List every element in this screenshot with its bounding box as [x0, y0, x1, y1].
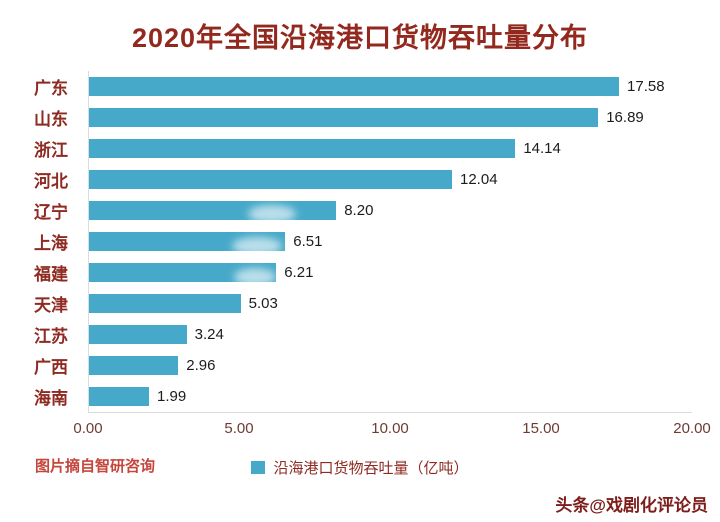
bar-row: 海南 1.99: [30, 381, 692, 412]
category-label: 海南: [34, 389, 68, 408]
chart-title: 2020年全国沿海港口货物吞吐量分布: [131, 23, 589, 53]
bar: [89, 263, 277, 282]
bar: [89, 325, 187, 344]
category-label: 山东: [34, 110, 68, 129]
value-label: 8.20: [344, 202, 374, 219]
value-label: 12.04: [460, 171, 498, 188]
category-label: 天津: [34, 296, 68, 315]
value-label: 2.96: [186, 357, 216, 374]
category-label: 浙江: [34, 141, 68, 160]
bar-track: 5.03: [88, 288, 692, 319]
bar: [89, 356, 179, 375]
value-label: 16.89: [606, 109, 644, 126]
x-tick-label: 0.00: [73, 420, 103, 437]
bar: [89, 201, 337, 220]
x-axis: 0.00 5.00 10.00 15.00 20.00: [73, 412, 711, 443]
bar-track: 14.14: [88, 133, 692, 164]
x-tick-label: 5.00: [224, 420, 254, 437]
bar-row: 河北 12.04: [30, 164, 692, 195]
category-label: 江苏: [34, 327, 68, 346]
bar-row: 天津 5.03: [30, 288, 692, 319]
value-label: 17.58: [627, 78, 665, 95]
bar-track: 12.04: [88, 164, 692, 195]
bar-track: 8.20: [88, 195, 692, 226]
value-label: 3.24: [194, 326, 224, 343]
bar-track: 2.96: [88, 350, 692, 381]
bar: [89, 294, 241, 313]
bar-row: 广西 2.96: [30, 350, 692, 381]
value-label: 5.03: [248, 295, 278, 312]
x-tick-label: 10.00: [371, 420, 409, 437]
source-note: 图片摘自智研咨询: [35, 458, 156, 475]
bar-row: 浙江 14.14: [30, 133, 692, 164]
bar: [89, 232, 286, 251]
bar-track: 3.24: [88, 319, 692, 350]
x-tick-label: 15.00: [522, 420, 560, 437]
footer-row: 图片摘自智研咨询 沿海港口货物吞吐量（亿吨）: [0, 451, 720, 483]
bar-row: 辽宁 8.20: [30, 195, 692, 226]
bar: [89, 170, 452, 189]
legend: 沿海港口货物吞吐量（亿吨）: [251, 457, 469, 478]
value-label: 6.21: [284, 264, 314, 281]
category-label: 广西: [34, 358, 68, 377]
category-label: 上海: [34, 234, 68, 253]
bar: [89, 77, 620, 96]
x-tick-label: 20.00: [673, 420, 711, 437]
bar-row: 上海 6.51: [30, 226, 692, 257]
bar: [89, 387, 149, 406]
watermark-credit: 头条@戏剧化评论员: [555, 496, 708, 515]
category-label: 福建: [34, 265, 68, 284]
bar: [89, 108, 599, 127]
bar-track: 17.58: [88, 71, 692, 102]
category-label: 辽宁: [34, 203, 68, 222]
value-label: 14.14: [523, 140, 561, 157]
bar-track: 1.99: [88, 381, 692, 412]
bar: [89, 139, 516, 158]
bar-track: 6.51: [88, 226, 692, 257]
bar-chart: 广东 17.58 山东 16.89 浙江 14.14 河北 12.04 辽宁 8.20 上海 6.51…: [30, 71, 711, 443]
value-label: 1.99: [156, 388, 187, 405]
bar-row: 广东 17.58: [30, 71, 692, 102]
bar-track: 6.21: [88, 257, 692, 288]
value-label: 6.51: [293, 233, 323, 250]
bar-row: 江苏 3.24: [30, 319, 692, 350]
legend-label: 沿海港口货物吞吐量（亿吨）: [273, 459, 469, 477]
bar-row: 山东 16.89: [30, 102, 692, 133]
bar-track: 16.89: [88, 102, 692, 133]
bar-rows: 广东 17.58 山东 16.89 浙江 14.14 河北 12.04 辽宁 8.20 上海 6.51…: [30, 71, 692, 412]
legend-swatch-icon: [251, 460, 266, 474]
category-label: 广东: [34, 79, 68, 98]
category-label: 河北: [34, 172, 68, 191]
bar-row: 福建 6.21: [30, 257, 692, 288]
